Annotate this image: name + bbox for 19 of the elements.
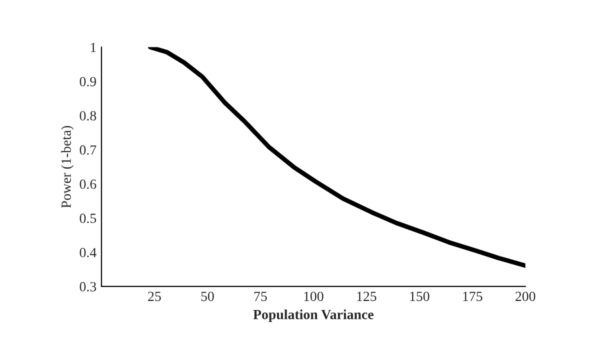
- y-tick-label: 0.4: [80, 248, 96, 258]
- x-tick-label: 150: [410, 292, 430, 302]
- x-tick-label: 175: [463, 292, 482, 302]
- x-tick-label: 100: [304, 292, 324, 302]
- y-tick-label: 1: [90, 42, 96, 52]
- x-tick-label: 25: [148, 292, 161, 302]
- y-tick-label: 0.3: [80, 282, 96, 292]
- y-tick-label: 0.9: [80, 76, 96, 86]
- y-tick-label: 0.5: [80, 214, 96, 224]
- y-tick-label: 0.7: [80, 145, 96, 155]
- x-tick-label: 200: [516, 292, 536, 302]
- x-tick-label: 75: [254, 292, 267, 302]
- x-axis-title: Population Variance: [253, 309, 374, 322]
- x-tick-label: 125: [357, 292, 376, 302]
- x-tick-label: 50: [201, 292, 214, 302]
- y-tick-label: 0.6: [80, 179, 96, 189]
- y-axis-title: Power (1-beta): [61, 126, 74, 208]
- line-series: [148, 47, 526, 268]
- y-tick-label: 0.8: [80, 111, 96, 121]
